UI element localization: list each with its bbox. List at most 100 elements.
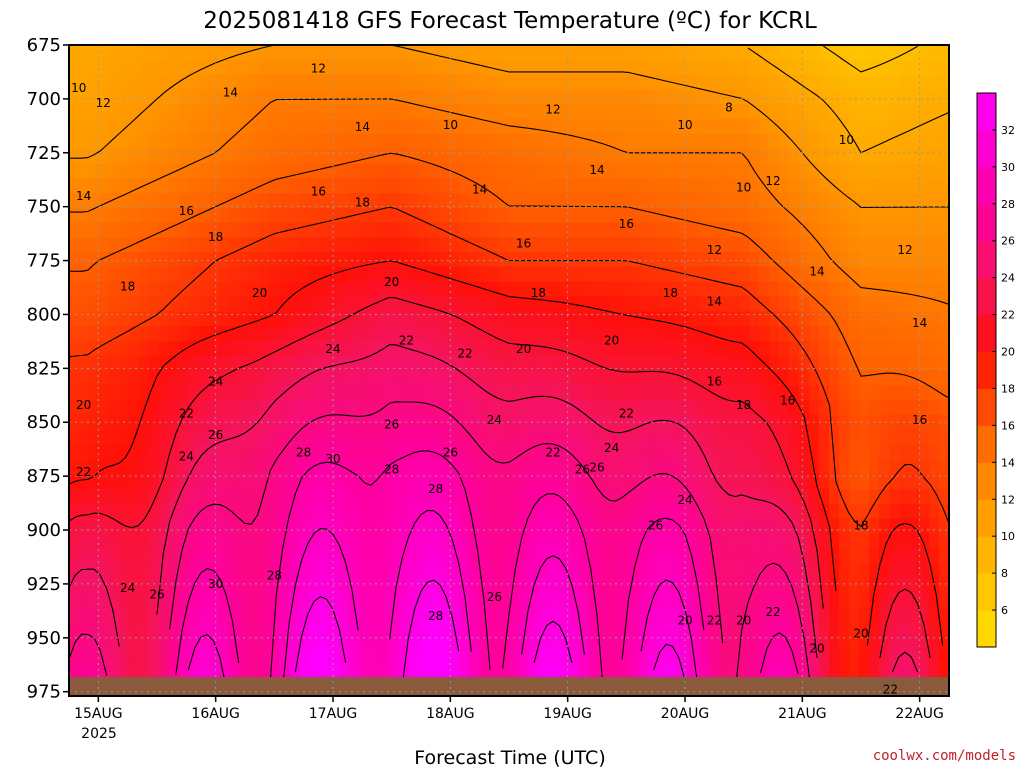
- temperature-cell: [419, 148, 430, 164]
- temperature-cell: [249, 148, 260, 164]
- temperature-cell: [929, 340, 940, 357]
- temperature-cell: [759, 193, 770, 209]
- temperature-cell: [789, 119, 800, 135]
- temperature-cell: [559, 607, 570, 623]
- temperature-cell: [659, 340, 670, 357]
- temperature-cell: [419, 562, 430, 579]
- temperature-cell: [319, 400, 330, 416]
- temperature-cell: [519, 311, 530, 327]
- temperature-cell: [179, 429, 190, 446]
- temperature-cell: [329, 178, 340, 194]
- temperature-cell: [589, 148, 600, 164]
- temperature-cell: [719, 74, 730, 90]
- temperature-cell: [99, 74, 110, 90]
- temperature-cell: [459, 252, 470, 268]
- temperature-cell: [419, 252, 430, 268]
- temperature-cell: [799, 518, 810, 534]
- temperature-cell: [829, 370, 840, 386]
- temperature-cell: [799, 562, 810, 579]
- temperature-cell: [209, 577, 220, 593]
- temperature-cell: [579, 252, 590, 268]
- temperature-cell: [179, 622, 190, 638]
- temperature-cell: [139, 119, 150, 135]
- temperature-cell: [139, 340, 150, 357]
- temperature-cell: [349, 414, 360, 431]
- temperature-cell: [549, 207, 560, 224]
- temperature-cell: [459, 666, 470, 682]
- temperature-cell: [739, 548, 750, 564]
- temperature-cell: [619, 503, 630, 520]
- temperature-cell: [209, 385, 220, 401]
- temperature-cell: [359, 207, 370, 224]
- temperature-cell: [519, 518, 530, 534]
- temperature-cell: [619, 592, 630, 608]
- temperature-cell: [159, 474, 170, 490]
- temperature-cell: [769, 74, 780, 90]
- credit-link[interactable]: coolwx.com/models: [873, 748, 1016, 764]
- temperature-cell: [149, 252, 160, 268]
- temperature-cell: [579, 592, 590, 608]
- temperature-cell: [889, 518, 900, 534]
- temperature-cell: [569, 533, 580, 549]
- temperature-cell: [509, 281, 520, 298]
- temperature-cell: [879, 429, 890, 446]
- temperature-cell: [339, 104, 350, 120]
- temperature-cell: [129, 459, 140, 475]
- plot-frame: [68, 44, 950, 697]
- temperature-cell: [389, 548, 400, 564]
- temperature-cell: [549, 518, 560, 534]
- temperature-cell: [419, 592, 430, 608]
- temperature-cell: [569, 488, 580, 505]
- temperature-cell: [829, 74, 840, 90]
- temperature-cell: [339, 252, 350, 268]
- temperature-cell: [199, 193, 210, 209]
- temperature-cell: [929, 59, 940, 76]
- temperature-cell: [859, 474, 870, 490]
- temperature-cell: [679, 45, 690, 61]
- temperature-cell: [689, 385, 700, 401]
- temperature-cell: [169, 651, 180, 667]
- temperature-cell: [429, 562, 440, 579]
- temperature-cell: [399, 548, 410, 564]
- temperature-cell: [699, 296, 710, 312]
- temperature-cell: [319, 444, 330, 460]
- temperature-cell: [879, 548, 890, 564]
- temperature-cell: [819, 636, 830, 653]
- temperature-cell: [479, 133, 490, 150]
- temperature-cell: [329, 45, 340, 61]
- temperature-cell: [149, 400, 160, 416]
- temperature-cell: [399, 592, 410, 608]
- temperature-cell: [729, 370, 740, 386]
- temperature-cell: [789, 414, 800, 431]
- temperature-cell: [419, 340, 430, 357]
- temperature-cell: [379, 326, 390, 342]
- temperature-cell: [459, 533, 470, 549]
- temperature-cell: [349, 222, 360, 238]
- temperature-cell: [89, 119, 100, 135]
- temperature-cell: [149, 222, 160, 238]
- temperature-cell: [539, 488, 550, 505]
- temperature-cell: [849, 607, 860, 623]
- temperature-cell: [869, 474, 880, 490]
- temperature-cell: [239, 148, 250, 164]
- temperature-cell: [579, 311, 590, 327]
- temperature-cell: [189, 222, 200, 238]
- temperature-cell: [749, 178, 760, 194]
- temperature-cell: [639, 414, 650, 431]
- temperature-cell: [419, 296, 430, 312]
- temperature-cell: [519, 266, 530, 283]
- temperature-cell: [169, 474, 180, 490]
- temperature-cell: [669, 429, 680, 446]
- colorbar-tick-label: 16: [1001, 419, 1015, 432]
- isotherm-26: [69, 401, 812, 692]
- temperature-cell: [509, 237, 520, 253]
- temperature-cell: [759, 400, 770, 416]
- temperature-cell: [829, 133, 840, 150]
- temperature-cell: [159, 296, 170, 312]
- temperature-cell: [469, 518, 480, 534]
- x-tick-label: 20AUG: [661, 706, 710, 722]
- temperature-cell: [299, 651, 310, 667]
- temperature-cell: [679, 296, 690, 312]
- temperature-cell: [509, 533, 520, 549]
- temperature-cell: [419, 281, 430, 298]
